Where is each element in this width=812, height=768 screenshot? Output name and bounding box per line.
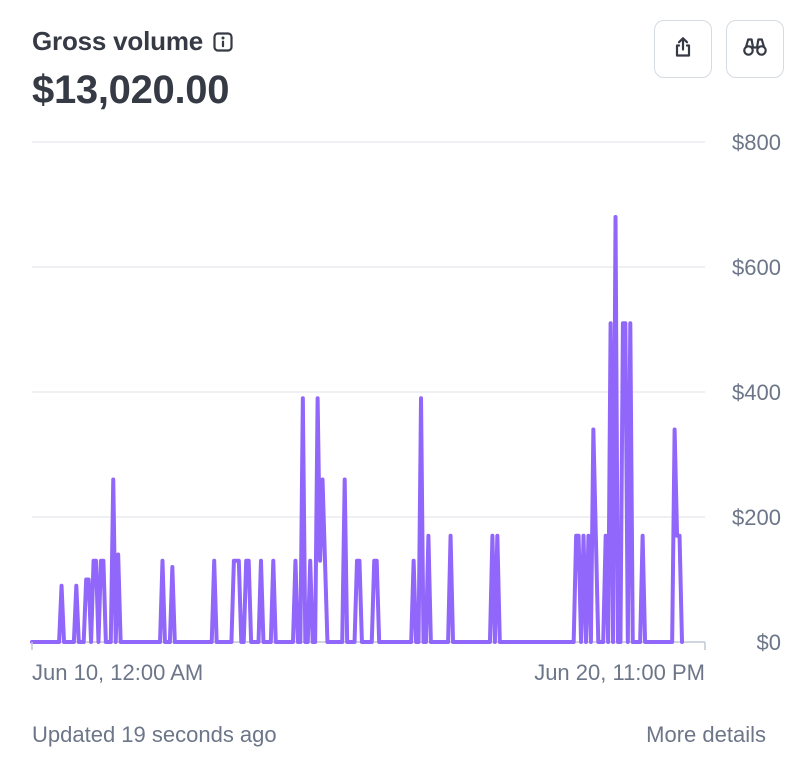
gross-volume-series-line [30,215,684,644]
title-row: Gross volume [32,26,233,57]
gross-volume-total: $13,020.00 [32,68,230,112]
x-tick-label: Jun 20, 11:00 PM [534,660,705,685]
x-axis: Jun 10, 12:00 AM Jun 20, 11:00 PM [31,642,706,685]
binoculars-icon [742,36,768,63]
y-tick-label: $0 [757,630,781,655]
y-tick-label: $800 [732,130,781,155]
export-button[interactable] [654,20,712,78]
chart-title: Gross volume [32,26,203,56]
series-layer [30,215,684,644]
x-tick-label: Jun 10, 12:00 AM [32,660,203,685]
y-tick-label: $200 [732,505,781,530]
share-icon [672,36,694,63]
updated-status: Updated 19 seconds ago [32,722,277,747]
info-icon[interactable] [213,31,233,52]
more-details-link[interactable]: More details [646,722,766,747]
y-tick-label: $600 [732,255,781,280]
gross-volume-chart: $0 $200 $400 $600 $800 Jun 10, 12:00 AM Jun 2… [30,130,781,685]
y-axis: $0 $200 $400 $600 $800 [732,130,781,655]
y-tick-label: $400 [732,380,781,405]
explore-button[interactable] [726,20,784,78]
